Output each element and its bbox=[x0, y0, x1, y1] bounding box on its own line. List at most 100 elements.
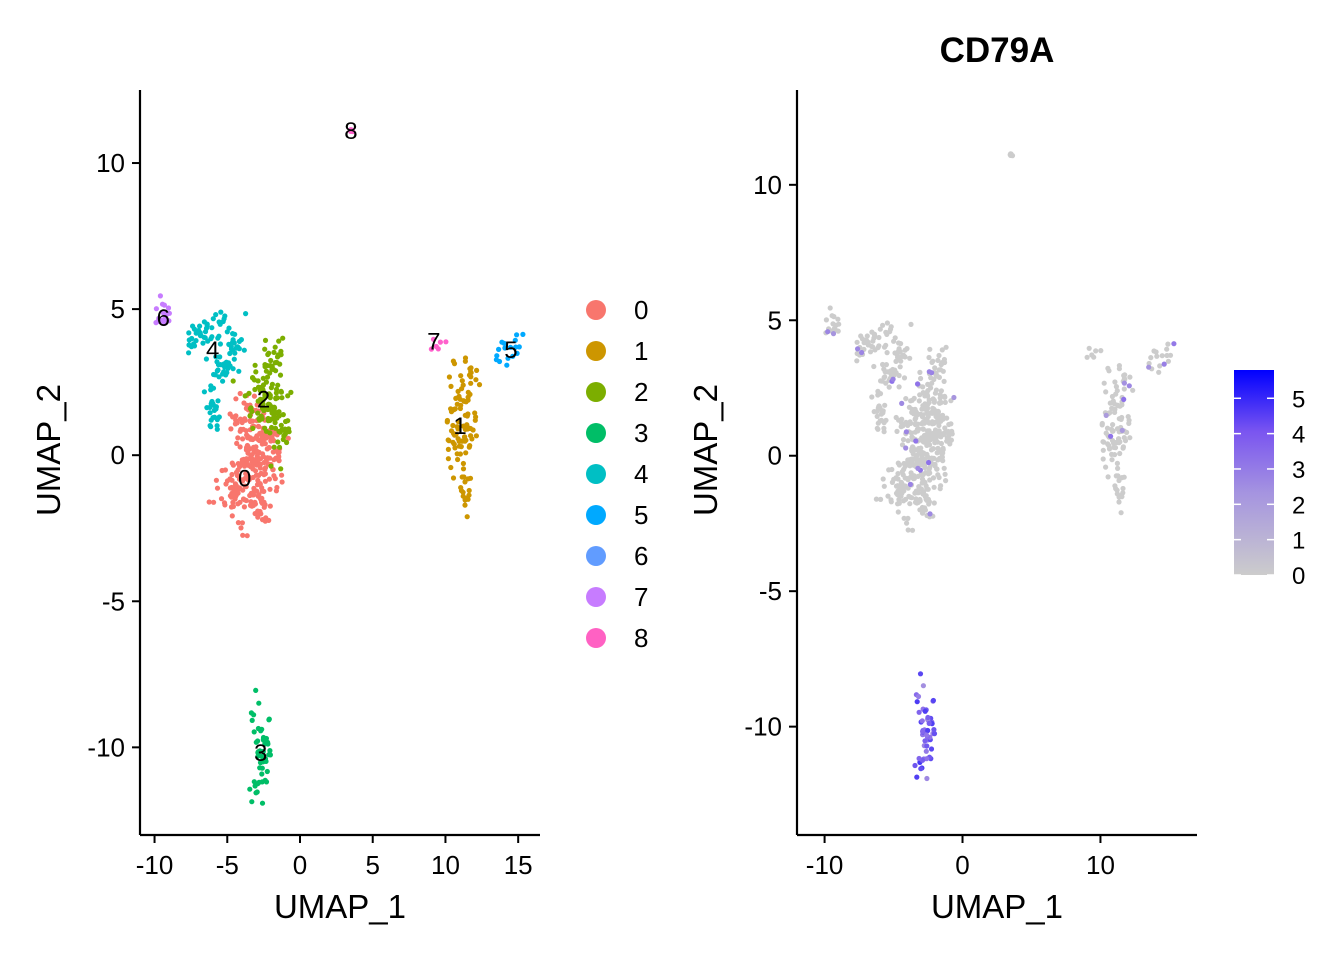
cell-point bbox=[191, 343, 198, 349]
legend-key bbox=[586, 505, 606, 525]
cell-point bbox=[502, 345, 508, 351]
cell-point bbox=[262, 362, 268, 368]
cell-point bbox=[1125, 414, 1131, 420]
cell-point bbox=[239, 520, 245, 526]
cell-point bbox=[917, 437, 923, 443]
y-ticks: 10 5 0 -5 -10 bbox=[744, 170, 797, 742]
x-axis-title: UMAP_1 bbox=[931, 888, 1063, 925]
cell-point bbox=[218, 362, 224, 368]
cell-point bbox=[259, 800, 266, 806]
cell-point bbox=[266, 476, 272, 482]
cell-point bbox=[899, 400, 905, 406]
cell-point bbox=[464, 413, 470, 419]
cell-point bbox=[926, 369, 932, 375]
cell-point bbox=[895, 471, 901, 477]
cell-point bbox=[460, 460, 466, 467]
cell-point bbox=[877, 406, 883, 412]
cell-point bbox=[235, 435, 241, 441]
cell-point bbox=[260, 401, 266, 407]
cell-point bbox=[926, 501, 932, 507]
cell-point bbox=[1146, 364, 1152, 370]
cell-point bbox=[263, 515, 269, 521]
legend-label: 3 bbox=[634, 418, 648, 448]
cell-point bbox=[246, 390, 252, 396]
cell-point bbox=[242, 416, 248, 422]
cell-point bbox=[159, 301, 166, 307]
cell-point bbox=[923, 732, 930, 738]
cell-point bbox=[462, 497, 468, 503]
cell-point bbox=[884, 320, 891, 326]
cell-point bbox=[829, 313, 835, 319]
legend-label: 2 bbox=[634, 377, 648, 407]
cell-point bbox=[926, 720, 932, 727]
legend-key bbox=[586, 341, 606, 361]
cluster-legend: 0 1 2 3 4 5 6 7 8 bbox=[586, 295, 648, 653]
cell-point bbox=[201, 319, 207, 325]
cell-point bbox=[925, 454, 931, 460]
cell-point bbox=[881, 425, 887, 431]
cell-point bbox=[241, 504, 247, 510]
y-axis-title: UMAP_2 bbox=[687, 384, 724, 516]
cell-point bbox=[1127, 374, 1133, 380]
cell-point bbox=[912, 410, 919, 416]
cell-point bbox=[267, 486, 273, 492]
cell-point bbox=[455, 419, 461, 425]
cell-point bbox=[251, 377, 257, 383]
cell-point bbox=[940, 445, 946, 451]
cell-point bbox=[272, 476, 278, 482]
cluster-label: 1 bbox=[453, 413, 466, 440]
cell-point bbox=[262, 467, 268, 473]
cell-point bbox=[229, 471, 235, 478]
cell-point bbox=[237, 485, 243, 491]
cell-point bbox=[256, 492, 262, 498]
cell-point bbox=[262, 337, 269, 343]
cell-point bbox=[920, 426, 927, 432]
cell-point bbox=[929, 380, 935, 386]
cell-point bbox=[881, 344, 888, 350]
cell-point bbox=[430, 336, 437, 342]
cell-point bbox=[1113, 486, 1119, 492]
cell-point bbox=[273, 396, 279, 402]
cluster-label: 5 bbox=[504, 337, 517, 364]
cell-point bbox=[257, 465, 263, 471]
cell-point bbox=[936, 428, 942, 434]
cell-point bbox=[921, 439, 927, 445]
cell-point bbox=[228, 426, 234, 432]
cell-point bbox=[1167, 352, 1174, 358]
cell-point bbox=[915, 499, 921, 505]
cell-point bbox=[242, 475, 248, 481]
cell-point bbox=[520, 331, 526, 337]
legend-key bbox=[586, 300, 606, 320]
cell-point bbox=[923, 435, 930, 441]
cell-point bbox=[445, 446, 451, 452]
cell-point bbox=[1103, 412, 1109, 418]
cell-point bbox=[252, 386, 258, 393]
cell-point bbox=[268, 416, 274, 422]
legend-label: 6 bbox=[634, 541, 648, 571]
cell-point bbox=[912, 416, 918, 422]
cell-point bbox=[916, 755, 922, 762]
cell-point bbox=[238, 525, 244, 531]
cell-point bbox=[285, 393, 291, 399]
cell-point bbox=[285, 418, 291, 424]
cell-point bbox=[902, 354, 908, 360]
cell-point bbox=[926, 428, 932, 434]
cell-point bbox=[230, 339, 236, 345]
cell-point bbox=[931, 484, 937, 490]
cell-point bbox=[886, 384, 892, 390]
cell-point bbox=[209, 325, 215, 331]
cell-point bbox=[1171, 341, 1177, 347]
cell-point bbox=[907, 419, 913, 425]
cell-point bbox=[940, 412, 946, 418]
cell-point bbox=[244, 533, 250, 539]
cell-point bbox=[220, 378, 226, 384]
cell-point bbox=[880, 476, 886, 482]
cell-point bbox=[464, 514, 470, 520]
cell-point bbox=[496, 346, 502, 352]
cell-point bbox=[903, 445, 909, 451]
cell-point bbox=[1107, 400, 1113, 406]
cell-point bbox=[895, 354, 901, 361]
cell-point bbox=[1159, 353, 1165, 359]
cell-point bbox=[864, 333, 870, 339]
